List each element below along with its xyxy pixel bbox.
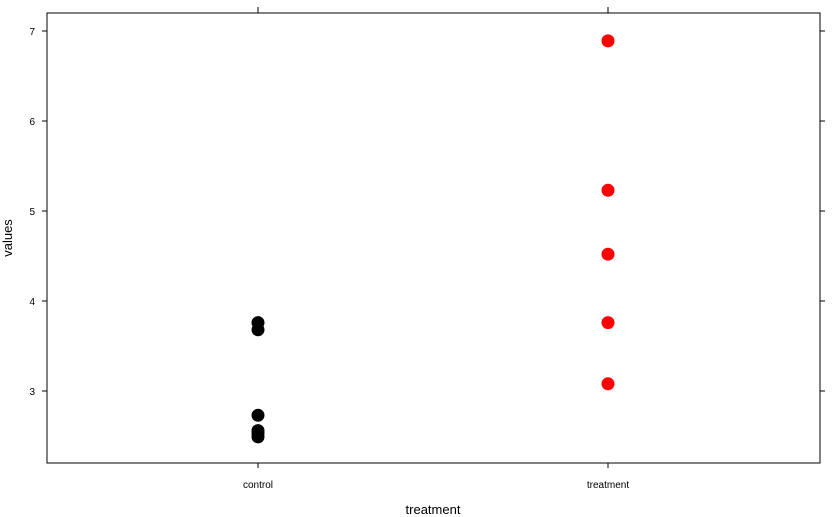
- data-point-treatment: [601, 377, 615, 391]
- x-tick-label: treatment: [587, 480, 629, 491]
- data-point-treatment: [601, 183, 615, 197]
- y-tick-label: 4: [29, 297, 35, 308]
- data-point-control: [251, 316, 265, 330]
- y-tick-label: 5: [29, 207, 35, 218]
- x-tick-label: control: [243, 480, 273, 491]
- data-point-treatment: [601, 34, 615, 48]
- x-axis: control treatment: [243, 7, 629, 491]
- y-axis: 3 4 5 6 7: [29, 27, 825, 398]
- data-point-control: [251, 408, 265, 422]
- plot-panel: [46, 12, 821, 464]
- data-point-treatment: [601, 316, 615, 330]
- y-axis-title: values: [0, 219, 15, 257]
- y-tick-label: 6: [29, 117, 35, 128]
- data-point-treatment: [601, 247, 615, 261]
- y-tick-label: 7: [29, 27, 35, 38]
- y-tick-label: 3: [29, 387, 35, 398]
- data-point-control: [251, 424, 265, 438]
- x-axis-title: treatment: [406, 502, 461, 517]
- data-points: [251, 34, 615, 444]
